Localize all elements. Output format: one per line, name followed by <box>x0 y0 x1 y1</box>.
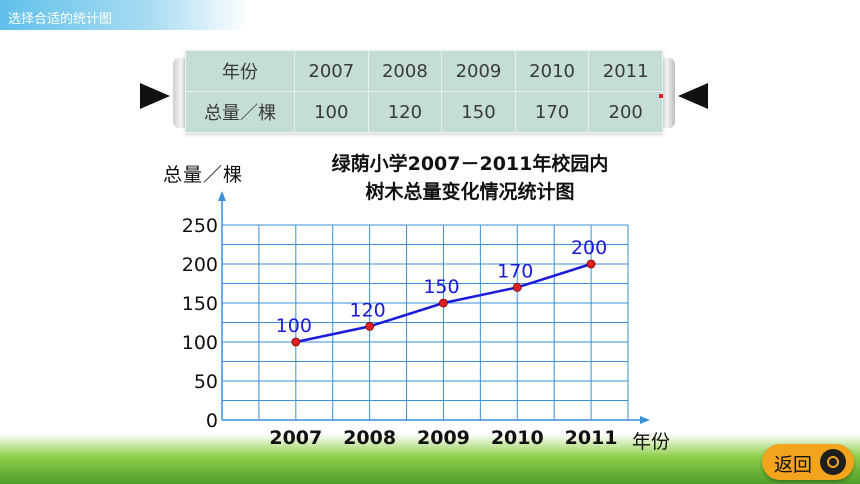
y-tick-label: 150 <box>182 293 218 315</box>
grass-decoration <box>0 434 860 484</box>
row-label-year: 年份 <box>185 50 295 92</box>
data-point <box>512 282 522 292</box>
left-pointer-icon <box>140 83 170 109</box>
year-cell: 2007 <box>294 50 369 92</box>
year-cell: 2011 <box>588 50 663 92</box>
right-pointer-icon <box>678 83 708 109</box>
data-point <box>365 321 375 331</box>
data-label: 100 <box>276 315 312 337</box>
data-label: 170 <box>497 260 533 282</box>
x-tick-label: 2010 <box>491 427 544 449</box>
x-tick-label: 2011 <box>565 427 618 449</box>
header-band: 选择合适的统计图 <box>0 0 250 30</box>
data-table: 年份 2007 2008 2009 2010 2011 总量／棵 100 120… <box>185 50 663 133</box>
year-cell: 2008 <box>367 50 443 92</box>
scroll-accent-right <box>659 94 663 98</box>
chart-title: 绿荫小学2007－2011年校园内 树木总量变化情况统计图 <box>290 150 650 206</box>
data-point <box>291 337 301 347</box>
data-scroll: 年份 2007 2008 2009 2010 2011 总量／棵 100 120… <box>173 50 675 133</box>
row-label-total: 总量／棵 <box>185 91 295 133</box>
table-row: 总量／棵 100 120 150 170 200 <box>185 91 663 133</box>
y-tick-label: 50 <box>194 371 218 393</box>
year-cell: 2009 <box>441 50 516 92</box>
y-tick-label: 100 <box>182 332 218 354</box>
table-row: 年份 2007 2008 2009 2010 2011 <box>185 50 663 92</box>
data-point <box>586 259 596 269</box>
y-tick-label: 200 <box>182 254 218 276</box>
data-label: 200 <box>571 237 607 259</box>
page-title: 选择合适的统计图 <box>8 12 113 27</box>
data-label: 150 <box>423 276 459 298</box>
x-tick-label: 2008 <box>343 427 396 449</box>
scroll-roll-right <box>659 58 675 128</box>
return-icon <box>820 449 846 475</box>
x-tick-label: 2009 <box>417 427 470 449</box>
data-label: 120 <box>350 299 386 321</box>
x-axis-arrow <box>640 416 650 424</box>
total-cell: 170 <box>514 91 590 133</box>
back-button-label: 返回 <box>774 454 813 476</box>
chart-title-line2: 树木总量变化情况统计图 <box>365 181 575 203</box>
total-cell: 150 <box>441 91 516 133</box>
y-axis-arrow <box>218 191 226 201</box>
x-axis-label: 年份 <box>632 431 670 453</box>
chart-title-line1: 绿荫小学2007－2011年校园内 <box>331 153 609 175</box>
total-cell: 100 <box>294 91 369 133</box>
y-tick-label: 250 <box>182 215 218 237</box>
total-cell: 120 <box>367 91 443 133</box>
back-button[interactable]: 返回 <box>762 444 854 480</box>
total-cell: 200 <box>588 91 663 133</box>
y-axis-label: 总量／棵 <box>163 164 244 186</box>
x-tick-label: 2007 <box>269 427 322 449</box>
data-point <box>439 298 448 308</box>
y-tick-label: 0 <box>206 410 218 432</box>
